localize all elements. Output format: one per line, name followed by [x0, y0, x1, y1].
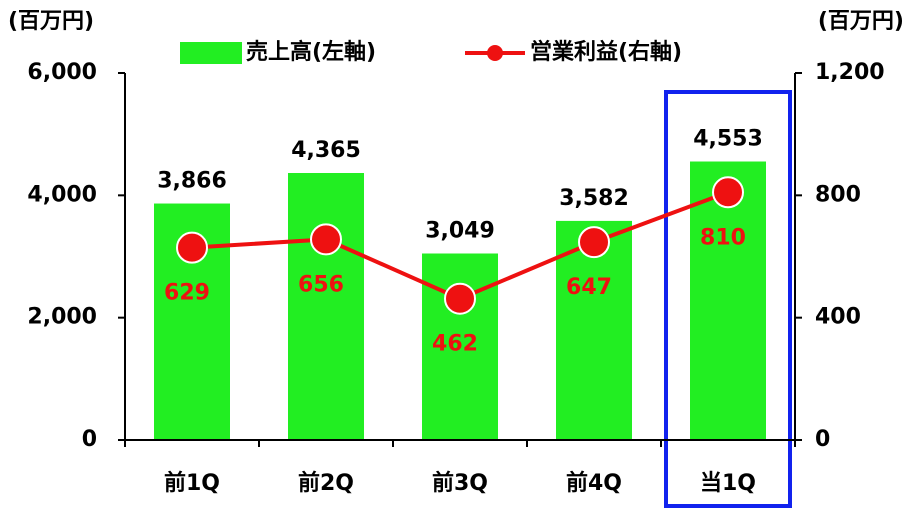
line-marker: [578, 226, 610, 259]
bar-value-label: 3,866: [157, 169, 227, 194]
line-marker: [712, 176, 744, 209]
line-value-label: 629: [164, 281, 210, 306]
x-tick-label: 前4Q: [566, 470, 622, 496]
y2-tick-label: 800: [815, 182, 861, 207]
y2-tick-label: 0: [815, 427, 830, 452]
line-value-label: 462: [432, 332, 478, 357]
bar-value-label: 4,365: [291, 138, 361, 163]
x-tick-label: 前2Q: [298, 470, 354, 496]
line-marker: [310, 223, 342, 256]
y2-tick-label: 400: [815, 305, 861, 330]
y-tick-label: 0: [82, 427, 97, 452]
line-value-label: 656: [298, 272, 344, 297]
x-tick-label: 前1Q: [164, 470, 220, 496]
highlight-box: [664, 90, 792, 508]
line-marker: [176, 231, 208, 264]
x-tick-label: 前3Q: [432, 470, 488, 496]
y-axis-label: (百万円): [8, 9, 94, 34]
bar: [288, 173, 364, 440]
bar-value-label: 4,553: [693, 127, 763, 152]
y-tick-label: 4,000: [27, 182, 97, 207]
x-tick-label: 当1Q: [700, 471, 756, 496]
line-marker: [444, 282, 476, 315]
legend-marker: [487, 45, 503, 61]
y2-tick-label: 1,200: [815, 60, 885, 85]
bar-value-label: 3,049: [425, 219, 495, 244]
y-tick-label: 6,000: [27, 60, 97, 85]
legend-label: 売上高(左軸): [246, 39, 376, 65]
bar-value-label: 3,582: [559, 186, 629, 211]
legend-swatch: [180, 42, 242, 64]
line-value-label: 647: [566, 275, 612, 300]
y2-axis-label: (百万円): [818, 9, 904, 34]
y-tick-label: 2,000: [27, 305, 97, 330]
legend-label: 営業利益(右軸): [530, 39, 682, 65]
line-value-label: 810: [700, 225, 746, 250]
